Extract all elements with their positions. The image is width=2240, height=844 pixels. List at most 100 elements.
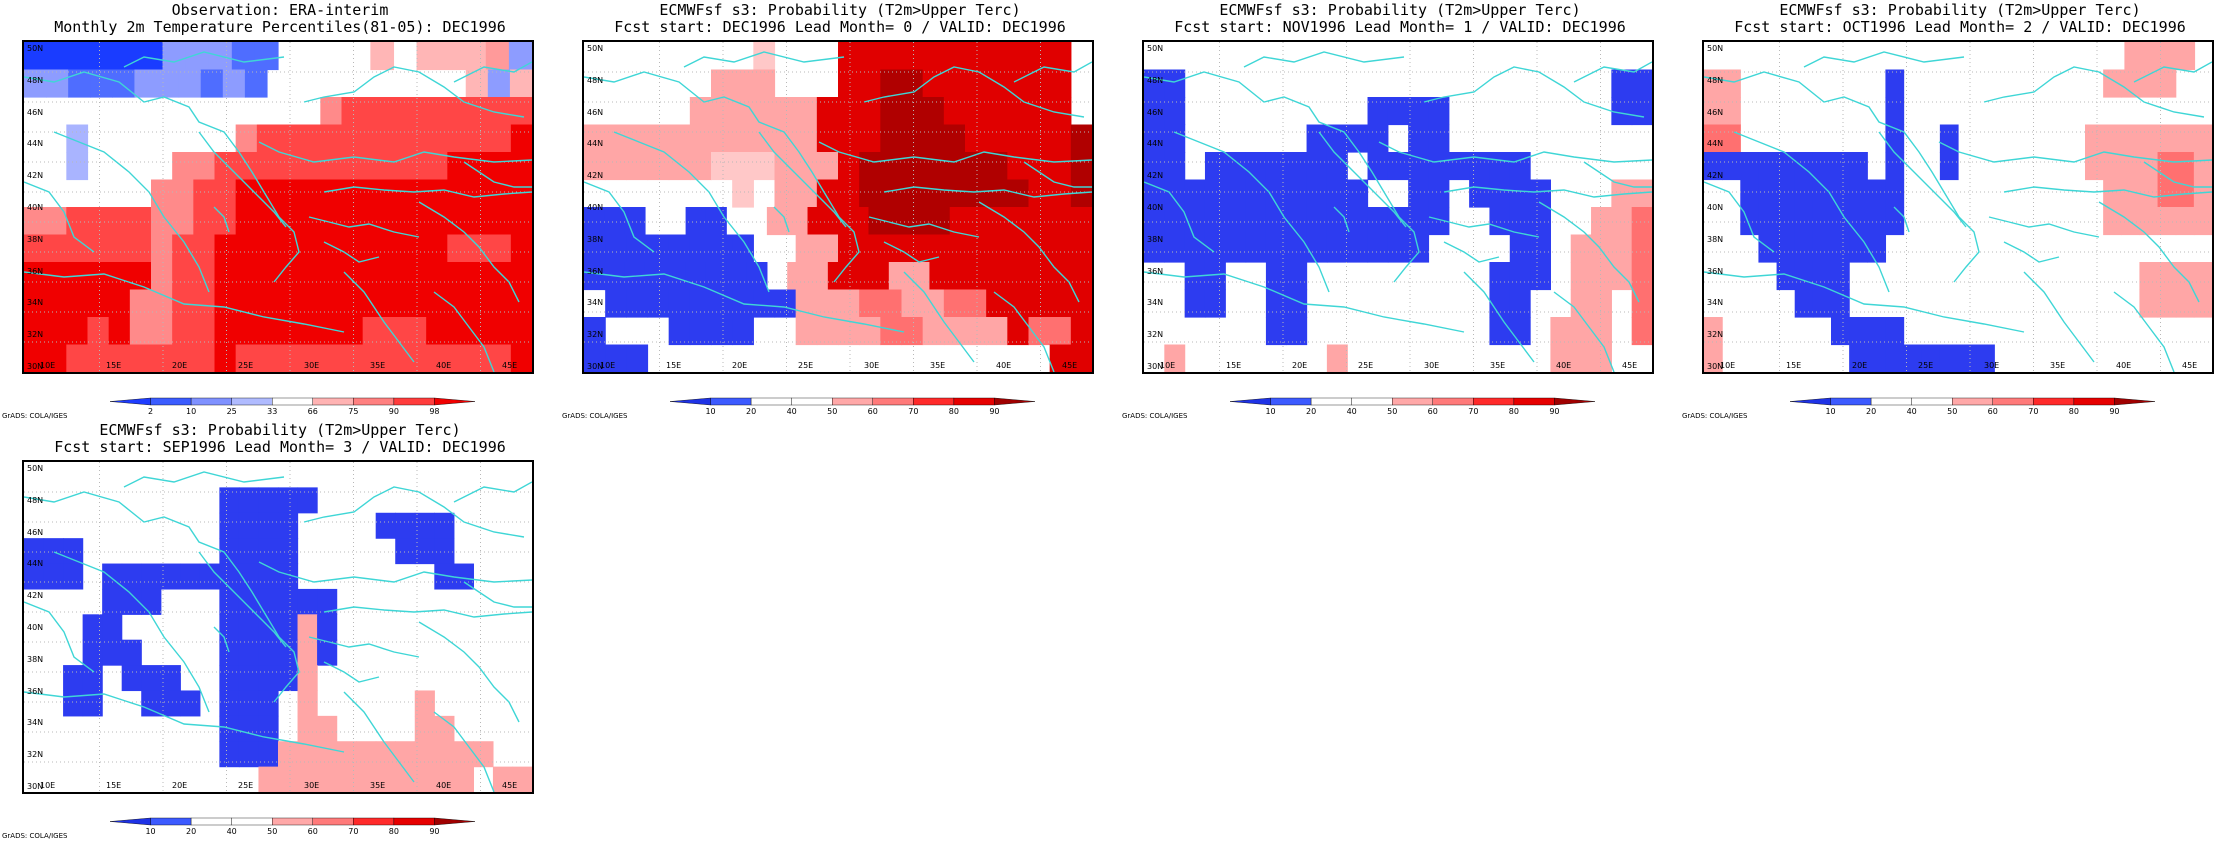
lat-label: 38N — [27, 654, 44, 664]
grid-cell — [965, 179, 987, 208]
grid-cell — [1758, 207, 1778, 236]
coastline — [2113, 291, 2175, 372]
coastline — [1144, 271, 1465, 333]
grid-cell — [405, 344, 427, 372]
colorbar-segment — [190, 817, 232, 826]
grid-cell — [1144, 234, 1165, 263]
grid-cell — [1028, 289, 1051, 318]
colorbar-segment — [1229, 397, 1271, 406]
grid-cell — [1144, 97, 1165, 126]
grid-cell — [816, 97, 839, 126]
grid-cell — [489, 317, 512, 346]
grid-cell — [375, 741, 396, 768]
coastline — [584, 271, 905, 333]
grid-cell — [362, 317, 385, 346]
grid-cell — [489, 179, 512, 208]
grid-cell — [1611, 97, 1633, 126]
grid-cell — [1049, 179, 1072, 208]
grid-cell — [1164, 97, 1186, 126]
grid-cell — [258, 741, 279, 768]
grid-cell — [2176, 42, 2196, 71]
grid-cell — [1265, 262, 1287, 291]
grid-cell — [468, 207, 491, 236]
grid-cell — [375, 512, 396, 539]
grid-cell — [426, 179, 448, 208]
grid-cell — [795, 179, 818, 208]
colorbar-label: 75 — [348, 407, 358, 416]
lat-label: 50N — [27, 44, 44, 53]
colorbar-label: 50 — [1387, 407, 1397, 416]
coastline — [993, 291, 1055, 372]
grid-cell — [880, 234, 903, 263]
grid-cell — [795, 124, 818, 153]
grid-cell — [395, 538, 416, 565]
grid-cell — [299, 317, 321, 346]
grid-cell — [1489, 179, 1511, 208]
lon-label: 10E — [40, 361, 56, 370]
grid-cell — [258, 639, 279, 666]
grid-cell — [112, 69, 136, 98]
grid-cell — [278, 766, 299, 792]
grid-cell — [1570, 344, 1592, 372]
colorbar-label: 40 — [1347, 407, 1357, 416]
coastline — [53, 131, 210, 293]
title-line-1: ECMWFsf s3: Probability (T2m>Upper Terc) — [659, 1, 1021, 19]
grid-cell — [447, 289, 470, 318]
lat-label: 46N — [27, 107, 44, 117]
grid-cell — [162, 42, 187, 71]
grid-cell — [1489, 152, 1511, 181]
grid-cell — [102, 639, 123, 666]
grid-cell — [102, 588, 123, 615]
grid-cell — [2103, 152, 2122, 181]
lon-label: 15E — [1786, 361, 1802, 370]
grid-cell — [1007, 317, 1030, 346]
grads-credit: GrADS: COLA/IGES — [2, 412, 68, 420]
grid-cell — [1812, 234, 1832, 263]
grid-cell — [395, 512, 416, 539]
grid-cell — [1631, 262, 1652, 291]
grid-cell — [965, 42, 987, 71]
grid-cell — [278, 152, 300, 181]
colorbar-segment — [312, 397, 354, 406]
grid-cell — [1591, 234, 1612, 263]
grid-cell — [2157, 289, 2177, 318]
grid-cell — [753, 289, 776, 318]
map-svg — [1704, 42, 2212, 372]
grid-cell — [510, 289, 532, 318]
coastline — [463, 581, 532, 608]
grid-cell — [1631, 317, 1652, 346]
grid-cell — [63, 690, 84, 717]
grid-cell — [2157, 152, 2177, 181]
grid-cell — [200, 69, 224, 98]
coastline — [2143, 161, 2212, 188]
grid-cell — [1849, 317, 1868, 346]
grid-cell — [258, 715, 279, 742]
grid-cell — [235, 289, 258, 318]
grid-cell — [414, 690, 435, 717]
lat-label: 42N — [1707, 171, 1724, 181]
grid-cell — [375, 766, 396, 792]
grid-cell — [1631, 69, 1652, 98]
grid-cell — [1049, 344, 1072, 372]
colorbar-segment — [190, 397, 232, 406]
grid-cell — [447, 344, 470, 372]
grid-cell — [1164, 124, 1186, 153]
coastline — [463, 161, 532, 188]
grid-cell — [297, 639, 318, 666]
grid-cell — [1611, 207, 1633, 236]
grid-cell — [1550, 344, 1572, 372]
grid-cell — [909, 207, 931, 236]
grid-cell — [214, 262, 237, 291]
grid-cell — [1591, 344, 1612, 372]
grid-cell — [1591, 207, 1612, 236]
grid-cell — [214, 317, 237, 346]
grid-cell — [1326, 234, 1348, 263]
grid-cell — [2193, 152, 2212, 181]
grid-cell — [1225, 179, 1247, 208]
colorbar-label: 90 — [429, 827, 439, 836]
grid-cell — [901, 42, 924, 71]
grid-cell — [1049, 124, 1072, 153]
grid-cell — [219, 639, 240, 666]
grid-cell — [1286, 234, 1308, 263]
coastline — [1553, 291, 1615, 372]
